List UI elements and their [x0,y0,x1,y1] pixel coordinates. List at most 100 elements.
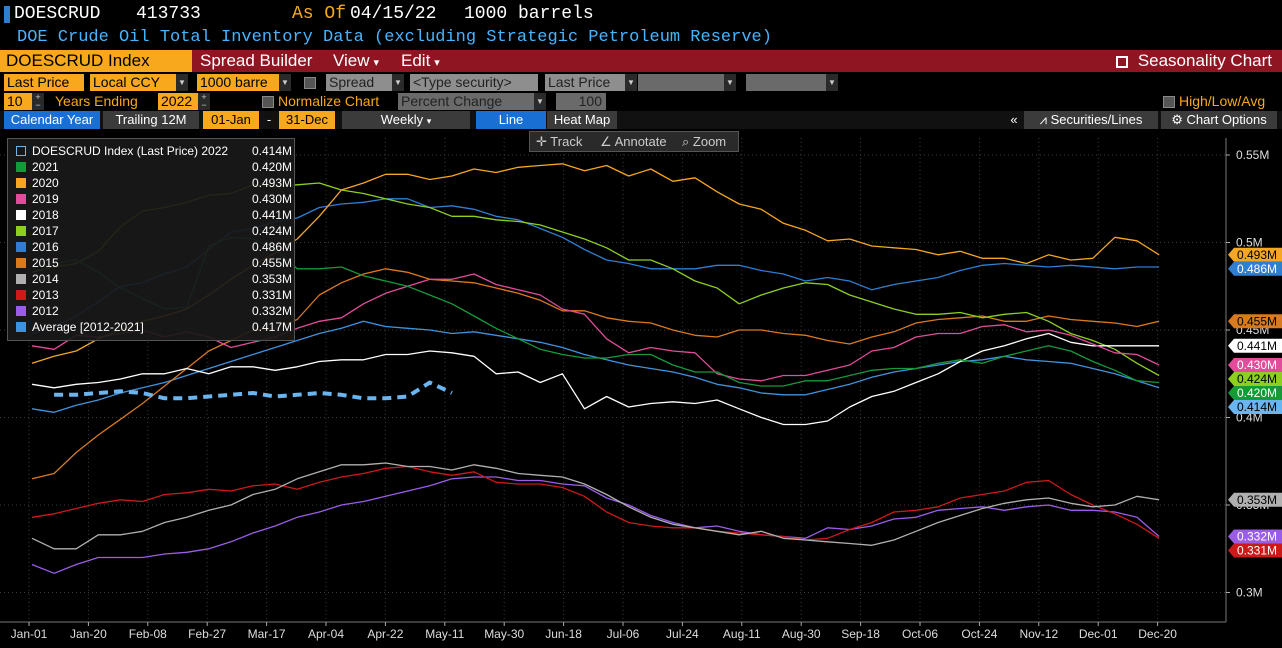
chart-legend: DOESCRUD Index (Last Price) 2022 0.414M 20… [7,138,295,341]
tab-index-label: DOESCRUD Index [6,51,150,70]
flag-shape [1228,400,1282,414]
security-input[interactable]: <Type security> [410,74,538,91]
chart-options-label: Chart Options [1186,112,1267,127]
normalize-base-input[interactable]: 100 [556,93,606,110]
legend-entry[interactable]: Average [2012-2021] 0.417M [16,319,292,335]
flag-label: 0.486M [1237,262,1277,276]
spread-field-select[interactable]: Last Price [545,74,625,91]
legend-series-value: 0.424M [251,224,292,238]
legend-swatch [16,178,26,188]
legend-series-value: 0.414M [251,144,292,158]
chevron-down-icon[interactable]: ▼ [392,74,404,91]
edit-menu-label: Edit [401,51,431,70]
x-tick-label: May-30 [484,627,524,641]
y-tick-label: 0.3M [1236,586,1263,600]
years-count-input[interactable]: 10 [4,93,32,110]
chevron-down-icon[interactable]: ▼ [724,74,736,91]
legend-entry[interactable]: 2019 0.430M [16,191,292,207]
x-tick-label: Nov-12 [1019,627,1058,641]
heat-map-button[interactable]: Heat Map [547,111,617,129]
security-header: DOESCRUD 413733 As Of 04/15/22 1000 barr… [0,0,1282,28]
flag-label: 0.493M [1237,248,1277,262]
end-date-value: 31-Dec [286,112,328,127]
legend-swatch [16,306,26,316]
zoom-label: Zoom [692,134,727,149]
legend-entry[interactable]: 2014 0.353M [16,271,292,287]
heat-map-label: Heat Map [553,112,611,127]
chevron-down-icon[interactable]: ▼ [826,74,838,91]
x-tick-label: Jul-24 [666,627,699,641]
chevron-down-icon[interactable]: ▼ [279,74,291,91]
collapse-button[interactable]: « [1006,111,1022,129]
chevron-down-icon: ▾ [434,57,440,69]
flag-shape [1228,492,1282,507]
legend-entry[interactable]: 2016 0.486M [16,239,292,255]
currency-select[interactable]: Local CCY [90,74,176,91]
flag-label: 0.332M [1237,530,1277,544]
end-date-input[interactable]: 31-Dec [279,111,335,129]
chevron-down-icon[interactable]: ▼ [176,74,188,91]
legend-entry[interactable]: 2018 0.441M [16,207,292,223]
spread-checkbox[interactable] [304,77,316,89]
legend-series-value: 0.332M [251,304,292,318]
chart-options-button[interactable]: ⚙ Chart Options [1161,111,1277,129]
series-value-flag: 0.420M [1228,386,1282,400]
flag-shape [1228,261,1282,276]
line-view-button[interactable]: Line [476,111,546,129]
x-tick-label: Sep-18 [841,627,880,641]
legend-entry[interactable]: 2021 0.420M [16,159,292,175]
x-tick-label: Feb-27 [188,627,226,641]
series-value-flag: 0.424M [1228,372,1282,386]
normalize-checkbox[interactable] [262,96,274,108]
tab-index[interactable]: DOESCRUD Index [0,50,192,72]
stepper-icon[interactable]: + − [198,93,210,110]
start-date-input[interactable]: 01-Jan [203,111,259,129]
tab-spread-builder[interactable]: Spread Builder [194,50,326,72]
chevron-down-icon[interactable]: ▼ [534,93,546,110]
legend-entry[interactable]: 2013 0.331M [16,287,292,303]
legend-swatch [16,162,26,172]
years-ending-input[interactable]: 2022 [158,93,198,110]
series-line [31,476,1160,574]
blank-select-2[interactable] [746,74,826,91]
chevron-down-icon[interactable]: ▼ [625,74,637,91]
legend-swatch [16,226,26,236]
legend-series-value: 0.417M [251,320,292,334]
spread-select-value: Spread [329,74,375,90]
frequency-select[interactable]: Weekly ▾ [342,111,470,129]
view-menu[interactable]: View ▾ [327,50,393,72]
edit-menu[interactable]: Edit ▾ [395,50,455,72]
flag-shape [1228,338,1282,353]
high-low-avg-checkbox[interactable] [1163,96,1175,108]
legend-entry[interactable]: DOESCRUD Index (Last Price) 2022 0.414M [16,143,292,159]
annotate-button[interactable]: ∠ Annotate [596,132,671,151]
field-select[interactable]: Last Price [4,74,84,91]
legend-swatch [16,290,26,300]
series-value-flag: 0.332M [1228,529,1282,544]
x-tick-label: Jul-06 [607,627,640,641]
legend-series-value: 0.430M [251,192,292,206]
y-tick-label: 0.5M [1236,236,1263,250]
legend-series-value: 0.420M [251,160,292,174]
calendar-year-button[interactable]: Calendar Year [4,111,100,129]
legend-entry[interactable]: 2012 0.332M [16,303,292,319]
seasonality-chart-link[interactable]: Seasonality Chart [1110,50,1278,72]
series-value-flag: 0.486M [1228,261,1282,276]
security-input-placeholder: <Type security> [413,74,512,90]
stepper-icon[interactable]: + − [32,93,44,110]
flag-label: 0.424M [1237,372,1277,386]
normalize-mode-value: Percent Change [401,93,503,109]
trailing-12m-button[interactable]: Trailing 12M [103,111,199,129]
blank-select-1[interactable] [638,74,724,91]
normalize-mode-select[interactable]: Percent Change [398,93,534,110]
securities-lines-button[interactable]: ⩘ Securities/Lines [1024,111,1158,129]
pencil-icon: ∠ [600,134,612,149]
legend-entry[interactable]: 2020 0.493M [16,175,292,191]
zoom-button[interactable]: ⌕ Zoom [678,132,730,151]
legend-entry[interactable]: 2015 0.455M [16,255,292,271]
legend-entry[interactable]: 2017 0.424M [16,223,292,239]
track-button[interactable]: ✛ Track [532,132,586,151]
series-value-flag: 0.441M [1228,338,1282,353]
spread-select[interactable]: Spread [326,74,392,91]
units-select[interactable]: 1000 barre [197,74,279,91]
